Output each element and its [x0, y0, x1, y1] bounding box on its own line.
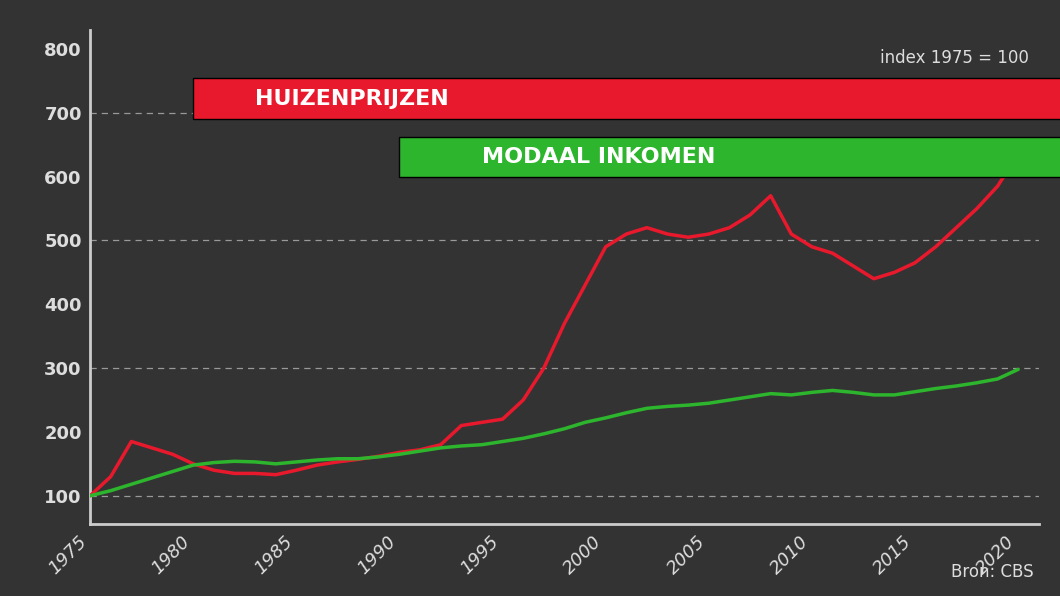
FancyBboxPatch shape — [193, 77, 1060, 119]
Text: MODAAL INKOMEN: MODAAL INKOMEN — [482, 147, 716, 167]
Text: Bron: CBS: Bron: CBS — [951, 563, 1034, 581]
Text: HUIZENPRIJZEN: HUIZENPRIJZEN — [255, 89, 448, 108]
FancyBboxPatch shape — [400, 137, 1060, 176]
Text: index 1975 = 100: index 1975 = 100 — [880, 49, 1028, 67]
